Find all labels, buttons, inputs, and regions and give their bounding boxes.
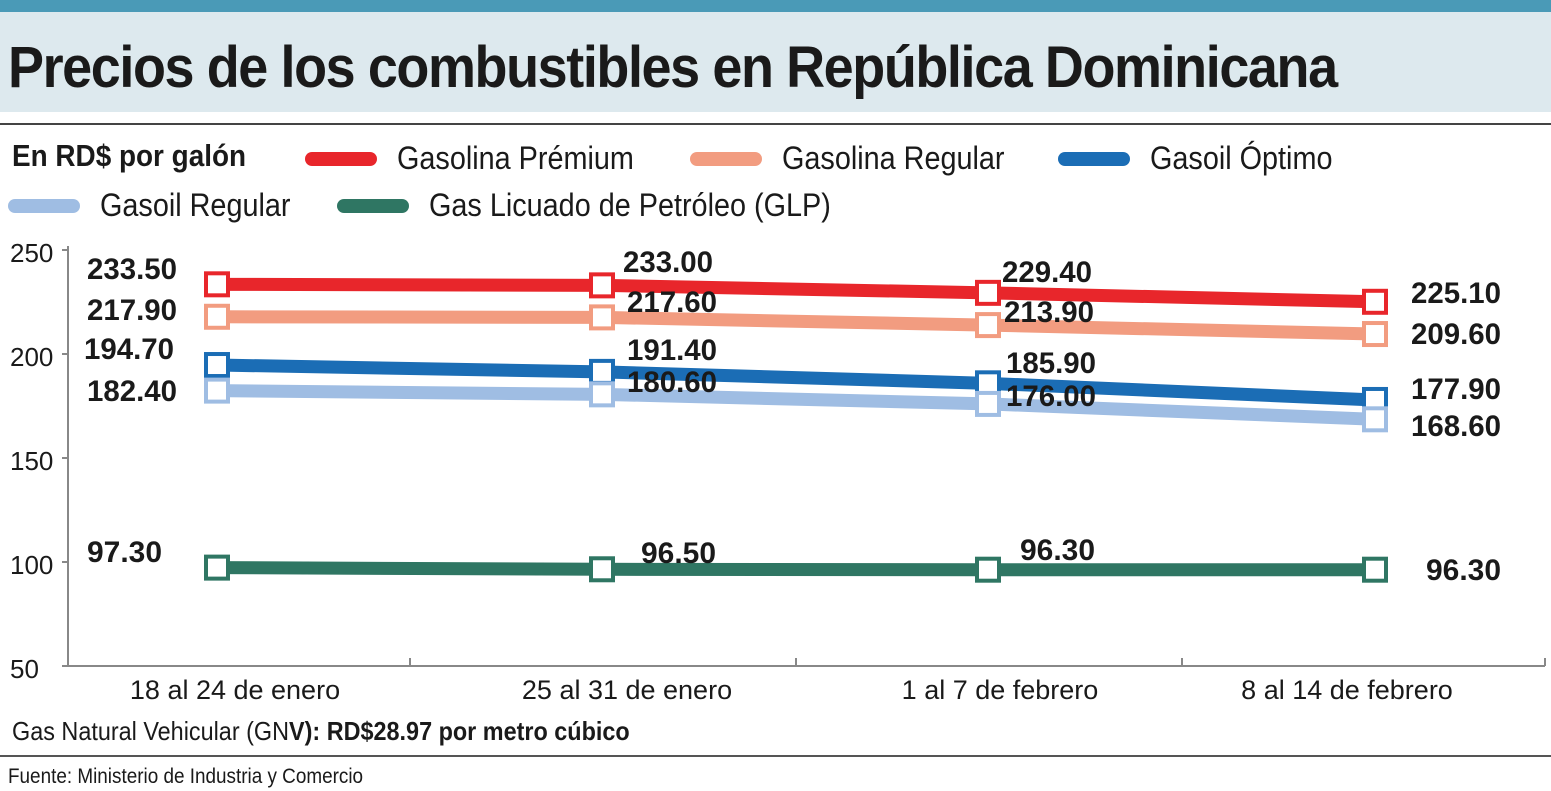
data-label: 177.90 xyxy=(1411,373,1501,406)
source-note: Fuente: Ministerio de Industria y Comerc… xyxy=(8,765,364,788)
title-banner: Precios de los combustibles en República… xyxy=(0,12,1551,112)
series-line xyxy=(210,384,1382,426)
data-point-marker xyxy=(975,556,1001,583)
gnv-note: Gas Natural Vehicular (GNV): RD$28.97 po… xyxy=(12,716,630,747)
top-accent-bar xyxy=(0,0,1551,12)
legend-item: Gasolina Prémium xyxy=(305,140,660,177)
data-label: 185.90 xyxy=(1006,347,1096,380)
data-point-marker xyxy=(204,271,230,298)
series-line xyxy=(210,310,1382,341)
data-point-marker xyxy=(1362,556,1388,583)
data-label: 217.90 xyxy=(87,294,177,327)
data-point-marker xyxy=(589,358,615,385)
x-tick-label: 1 al 7 de febrero xyxy=(902,675,1099,705)
data-label: 229.40 xyxy=(1002,256,1092,289)
data-label: 96.30 xyxy=(1020,534,1095,567)
y-tick-label: 250 xyxy=(10,238,53,268)
legend-item: Gasolina Regular xyxy=(690,140,1029,177)
y-tick-label: 50 xyxy=(10,654,39,684)
x-tick-label: 18 al 24 de enero xyxy=(130,675,340,705)
x-tick-label: 8 al 14 de febrero xyxy=(1241,675,1453,705)
data-point-marker xyxy=(589,304,615,331)
data-point-marker xyxy=(589,381,615,408)
legend-label: Gasoil Regular xyxy=(100,187,291,223)
legend-swatch xyxy=(1058,151,1130,166)
data-label: 194.70 xyxy=(84,333,174,366)
data-label: 233.00 xyxy=(623,246,713,279)
data-label: 96.50 xyxy=(641,537,716,570)
gnv-note-price: V): RD$28.97 por metro cúbico xyxy=(289,716,630,746)
legend-swatch xyxy=(337,198,409,213)
data-label: 182.40 xyxy=(87,375,177,408)
data-label: 209.60 xyxy=(1411,318,1501,351)
legend-item: Gas Licuado de Petróleo (GLP) xyxy=(337,187,875,224)
data-point-marker xyxy=(1362,406,1388,433)
chart-title: Precios de los combustibles en República… xyxy=(8,35,1338,100)
legend-swatch xyxy=(690,151,762,166)
data-label: 217.60 xyxy=(627,286,717,319)
footer-divider xyxy=(0,755,1551,757)
header-divider xyxy=(0,123,1551,125)
legend-label: Gasolina Prémium xyxy=(397,140,634,176)
series-line xyxy=(210,358,1382,407)
series-line xyxy=(210,561,1382,577)
data-point-marker xyxy=(1362,321,1388,348)
legend-item: Gasoil Regular xyxy=(8,187,312,224)
data-label: 168.60 xyxy=(1411,410,1501,443)
legend-swatch xyxy=(305,151,377,166)
legend-label: Gas Licuado de Petróleo (GLP) xyxy=(429,187,831,223)
data-label: 213.90 xyxy=(1004,296,1094,329)
data-point-marker xyxy=(204,554,230,581)
data-label: 180.60 xyxy=(627,366,717,399)
data-label: 191.40 xyxy=(627,334,717,367)
data-point-marker xyxy=(204,352,230,379)
data-point-marker xyxy=(975,312,1001,339)
data-label: 97.30 xyxy=(87,536,162,569)
x-tick-label: 25 al 31 de enero xyxy=(522,675,732,705)
gnv-note-prefix: Gas Natural Vehicular (GN xyxy=(12,716,290,746)
data-point-marker xyxy=(975,279,1001,306)
legend-label: Gasoil Óptimo xyxy=(1150,140,1333,176)
y-tick-label: 200 xyxy=(10,342,53,372)
y-tick-label: 150 xyxy=(10,446,53,476)
data-point-marker xyxy=(589,556,615,583)
y-tick-label: 100 xyxy=(10,550,53,580)
legend-swatch xyxy=(8,198,80,213)
data-label: 233.50 xyxy=(87,253,177,286)
data-point-marker xyxy=(975,390,1001,417)
series-line xyxy=(210,277,1382,309)
data-point-marker xyxy=(204,303,230,330)
data-label: 96.30 xyxy=(1426,554,1501,587)
unit-label: En RD$ por galón xyxy=(12,138,247,173)
data-label: 176.00 xyxy=(1006,380,1096,413)
legend-label: Gasolina Regular xyxy=(782,140,1005,176)
data-point-marker xyxy=(1362,288,1388,315)
data-point-marker xyxy=(204,377,230,404)
data-label: 225.10 xyxy=(1411,277,1501,310)
data-point-marker xyxy=(589,272,615,299)
legend-item: Gasoil Óptimo xyxy=(1058,140,1353,177)
